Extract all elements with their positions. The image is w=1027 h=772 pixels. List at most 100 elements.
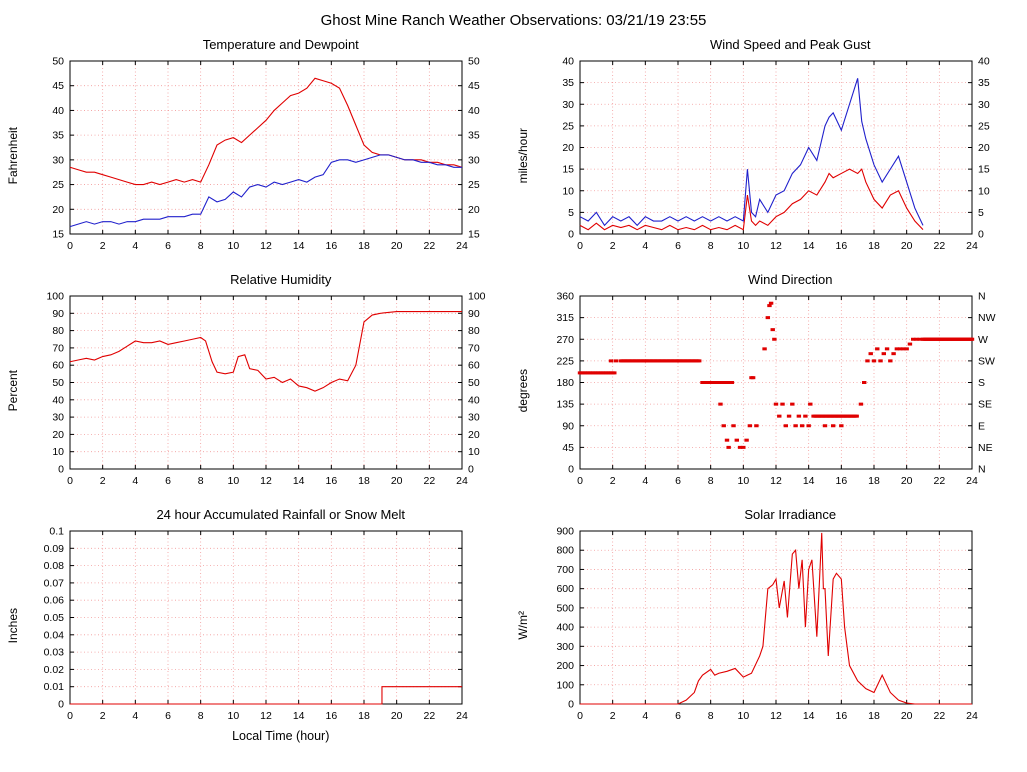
svg-text:SW: SW bbox=[978, 355, 995, 367]
svg-text:0: 0 bbox=[568, 699, 574, 711]
svg-text:60: 60 bbox=[52, 360, 64, 372]
svg-text:8: 8 bbox=[707, 710, 713, 722]
svg-text:20: 20 bbox=[900, 710, 912, 722]
svg-text:N: N bbox=[978, 464, 986, 476]
svg-text:12: 12 bbox=[260, 240, 272, 252]
svg-text:N: N bbox=[978, 291, 986, 303]
svg-text:6: 6 bbox=[675, 475, 681, 487]
chart-rainfall: 24 hour Accumulated Rainfall or Snow Mel… bbox=[6, 507, 512, 743]
svg-text:20: 20 bbox=[468, 429, 480, 441]
svg-text:50: 50 bbox=[52, 56, 64, 68]
svg-text:24: 24 bbox=[456, 240, 468, 252]
svg-text:0: 0 bbox=[67, 240, 73, 252]
svg-text:0.06: 0.06 bbox=[44, 595, 65, 607]
svg-text:600: 600 bbox=[556, 583, 574, 595]
svg-text:NE: NE bbox=[978, 442, 993, 454]
svg-text:16: 16 bbox=[835, 475, 847, 487]
svg-text:40: 40 bbox=[468, 394, 480, 406]
svg-text:4: 4 bbox=[132, 475, 138, 487]
svg-text:20: 20 bbox=[391, 475, 403, 487]
svg-text:8: 8 bbox=[198, 710, 204, 722]
svg-text:20: 20 bbox=[52, 429, 64, 441]
page-title: Ghost Mine Ranch Weather Observations: 0… bbox=[320, 12, 707, 29]
chart-title: Relative Humidity bbox=[230, 272, 332, 287]
svg-text:12: 12 bbox=[260, 475, 272, 487]
svg-text:40: 40 bbox=[52, 105, 64, 117]
svg-text:10: 10 bbox=[737, 240, 749, 252]
svg-text:SE: SE bbox=[978, 399, 992, 411]
svg-text:70: 70 bbox=[52, 342, 64, 354]
svg-text:270: 270 bbox=[556, 334, 574, 346]
chart-title: Temperature and Dewpoint bbox=[202, 37, 359, 52]
svg-text:90: 90 bbox=[52, 308, 64, 320]
svg-text:40: 40 bbox=[468, 105, 480, 117]
svg-text:20: 20 bbox=[391, 240, 403, 252]
svg-text:W: W bbox=[978, 334, 988, 346]
svg-text:8: 8 bbox=[707, 475, 713, 487]
svg-text:80: 80 bbox=[468, 325, 480, 337]
svg-text:16: 16 bbox=[835, 240, 847, 252]
svg-text:16: 16 bbox=[325, 475, 337, 487]
svg-text:18: 18 bbox=[358, 240, 370, 252]
svg-text:45: 45 bbox=[468, 80, 480, 92]
svg-text:30: 30 bbox=[978, 99, 990, 111]
svg-text:50: 50 bbox=[468, 56, 480, 68]
svg-text:90: 90 bbox=[468, 308, 480, 320]
svg-text:0.03: 0.03 bbox=[44, 647, 65, 659]
svg-text:0: 0 bbox=[67, 710, 73, 722]
svg-text:45: 45 bbox=[562, 442, 574, 454]
svg-text:0.07: 0.07 bbox=[44, 577, 65, 589]
svg-text:20: 20 bbox=[562, 142, 574, 154]
svg-text:400: 400 bbox=[556, 622, 574, 634]
svg-text:0: 0 bbox=[577, 475, 583, 487]
svg-text:12: 12 bbox=[770, 710, 782, 722]
svg-text:225: 225 bbox=[556, 355, 574, 367]
chart-solar-irradiance: Solar Irradiance W/m² 0 2 4 6 8 10 12 14 16 18 20 2… bbox=[516, 507, 1022, 743]
svg-text:20: 20 bbox=[468, 204, 480, 216]
svg-text:22: 22 bbox=[423, 240, 435, 252]
chart-title: Wind Direction bbox=[747, 272, 833, 287]
svg-text:12: 12 bbox=[260, 710, 272, 722]
svg-text:E: E bbox=[978, 420, 985, 432]
chart-title: 24 hour Accumulated Rainfall or Snow Mel… bbox=[156, 507, 406, 522]
svg-text:6: 6 bbox=[165, 475, 171, 487]
svg-text:0.01: 0.01 bbox=[44, 681, 65, 693]
svg-text:14: 14 bbox=[293, 710, 305, 722]
svg-text:180: 180 bbox=[556, 377, 574, 389]
y-axis-label: degrees bbox=[515, 368, 530, 413]
svg-text:100: 100 bbox=[46, 291, 64, 303]
svg-text:22: 22 bbox=[933, 240, 945, 252]
svg-text:18: 18 bbox=[358, 475, 370, 487]
svg-text:0: 0 bbox=[568, 464, 574, 476]
svg-text:135: 135 bbox=[556, 399, 574, 411]
svg-text:18: 18 bbox=[868, 240, 880, 252]
y-axis-label: Percent bbox=[6, 369, 20, 412]
svg-text:30: 30 bbox=[52, 412, 64, 424]
svg-text:24: 24 bbox=[966, 240, 978, 252]
svg-text:4: 4 bbox=[132, 710, 138, 722]
svg-text:22: 22 bbox=[423, 710, 435, 722]
svg-text:10: 10 bbox=[227, 475, 239, 487]
svg-text:0: 0 bbox=[577, 710, 583, 722]
svg-text:15: 15 bbox=[468, 229, 480, 241]
svg-text:0: 0 bbox=[468, 464, 474, 476]
svg-text:50: 50 bbox=[52, 377, 64, 389]
svg-text:40: 40 bbox=[52, 394, 64, 406]
svg-text:40: 40 bbox=[978, 56, 990, 68]
svg-text:10: 10 bbox=[227, 710, 239, 722]
chart-wind-direction: Wind Direction degrees 0 2 4 6 8 10 12 14 16 18 20… bbox=[516, 272, 1022, 493]
svg-text:16: 16 bbox=[325, 710, 337, 722]
svg-text:315: 315 bbox=[556, 312, 574, 324]
svg-text:10: 10 bbox=[562, 185, 574, 197]
svg-text:10: 10 bbox=[52, 446, 64, 458]
svg-text:0: 0 bbox=[58, 464, 64, 476]
y-axis-label: W/m² bbox=[515, 611, 530, 640]
svg-text:25: 25 bbox=[468, 179, 480, 191]
svg-text:45: 45 bbox=[52, 80, 64, 92]
chart-title: Wind Speed and Peak Gust bbox=[710, 37, 871, 52]
svg-text:70: 70 bbox=[468, 342, 480, 354]
svg-text:16: 16 bbox=[835, 710, 847, 722]
